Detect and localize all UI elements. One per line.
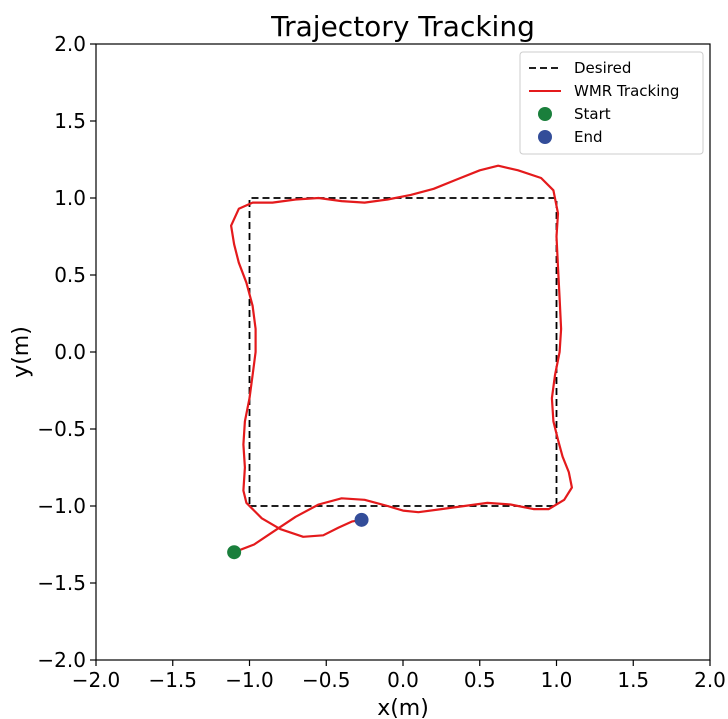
plot-area: −2.0 −1.5 −1.0 −0.5 0.0 0.5 1.0 1.5 2.0 −2.0 −1.5 −… [37,32,725,692]
legend-wmr-tracking-label: WMR Tracking [574,82,679,100]
legend-end-swatch [538,130,552,144]
x-tick-label: 1.5 [617,668,649,692]
y-tick-label: 0.5 [54,263,86,287]
wmr-tracking-line [230,164,573,554]
legend-box [519,51,704,155]
y-tick-label: −1.5 [37,571,86,595]
x-tick-label: −1.5 [148,668,197,692]
y-tick-label: −0.5 [37,417,86,441]
y-tick-label: −2.0 [37,648,86,672]
y-tick-label: 1.0 [54,186,86,210]
chart-title: Trajectory Tracking [270,10,535,43]
y-axis-label: y(m) [9,326,34,378]
x-tick-label: 1.0 [541,668,573,692]
legend: Desired WMR Tracking Start End [519,51,704,155]
x-tick-label: 0.0 [387,668,419,692]
desired-line [248,197,558,507]
legend-desired-label: Desired [574,59,631,77]
x-tick-label: 2.0 [694,668,726,692]
y-tick-label: 0.0 [54,340,86,364]
y-tick-label: 1.5 [54,109,86,133]
y-tick-label: −1.0 [37,494,86,518]
x-tick-label: −2.0 [72,668,121,692]
legend-start-swatch [538,107,552,121]
x-tick-label: 0.5 [464,668,496,692]
x-tick-label: −0.5 [302,668,351,692]
end-marker [354,512,369,527]
x-axis-label: x(m) [377,696,429,719]
x-tick-label: −1.0 [225,668,274,692]
start-marker [227,545,242,560]
legend-start-label: Start [574,105,611,123]
legend-end-label: End [574,128,603,146]
y-tick-label: 2.0 [54,32,86,56]
